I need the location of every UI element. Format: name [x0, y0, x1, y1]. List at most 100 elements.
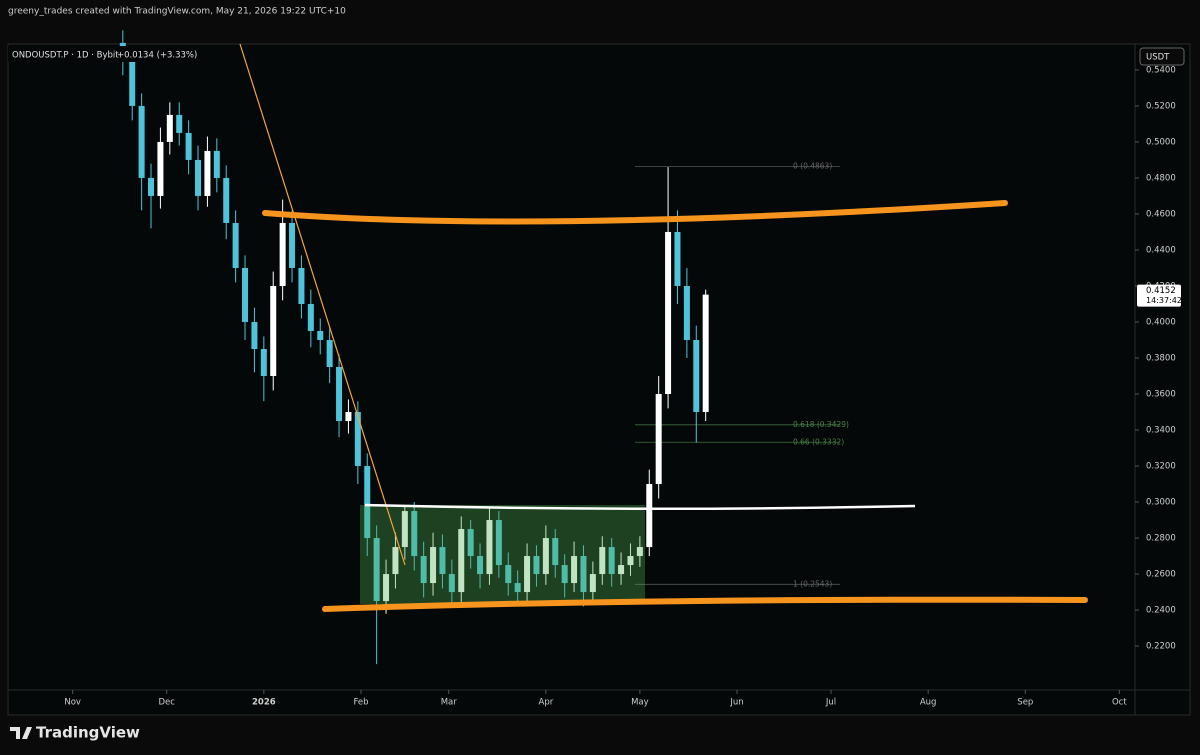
candle-body [542, 538, 549, 575]
resistance-line [262, 200, 1008, 225]
x-tick-label: Sep [1017, 698, 1033, 708]
candle-body [627, 556, 634, 566]
candle-body [204, 150, 211, 196]
candle-body [458, 529, 465, 593]
x-tick-label: Mar [441, 698, 458, 708]
caption: greeny_trades created with TradingView.c… [8, 7, 346, 17]
candle-body [571, 556, 578, 584]
x-tick-label: Apr [539, 698, 554, 708]
y-tick-label: 0.3000 [1146, 498, 1176, 508]
candle-body [242, 267, 249, 322]
candle-body [345, 412, 352, 422]
candle-body [260, 348, 267, 377]
y-tick-label: 0.2800 [1146, 534, 1176, 544]
candle-body [486, 520, 493, 575]
fib-label: 0.66 (0.3332) [793, 437, 844, 446]
candle-body [383, 574, 390, 602]
candle-body [646, 484, 653, 548]
candle-body [373, 538, 380, 602]
candle-body [307, 303, 314, 331]
y-tick-label: 0.3800 [1146, 353, 1176, 363]
y-tick-label: 0.4800 [1146, 173, 1176, 183]
y-tick-label: 0.4400 [1146, 245, 1176, 255]
y-tick-label: 0.2200 [1146, 642, 1176, 652]
candle-body [430, 547, 437, 584]
candle-body [289, 222, 296, 268]
candle-body [157, 141, 164, 196]
candle-body [448, 574, 455, 593]
candle-body [392, 547, 399, 575]
candle-body [693, 339, 700, 413]
x-tick-label: Aug [920, 698, 937, 708]
candle-body [702, 294, 709, 413]
candle-body [354, 412, 361, 467]
candle-body [665, 231, 672, 395]
y-tick-label: 0.2600 [1146, 570, 1176, 580]
y-tick-label: 0.3600 [1146, 390, 1176, 400]
candle-body [138, 105, 145, 178]
x-tick-label: Feb [353, 698, 368, 708]
trend-line [239, 43, 406, 566]
candle-body [524, 556, 531, 593]
x-tick-label: May [631, 698, 649, 708]
candle-body [213, 150, 220, 178]
y-tick-label: 0.4600 [1146, 209, 1176, 219]
candle-body [411, 511, 418, 557]
candle-body [176, 114, 183, 133]
y-tick-label: 0.2400 [1146, 606, 1176, 616]
candle-body [618, 565, 625, 575]
last-price: 0.4152 [1146, 286, 1176, 296]
x-tick-label: Jul [825, 698, 836, 708]
candle-body [232, 222, 239, 268]
brand: TradingView [36, 724, 140, 742]
currency: USDT [1146, 53, 1170, 63]
candle-body [279, 222, 286, 286]
candle-body [336, 367, 343, 422]
candle-body [251, 321, 258, 349]
x-tick-label: Nov [64, 698, 81, 708]
candle-body [674, 231, 681, 286]
candle-body [364, 466, 371, 539]
candle-body [561, 565, 568, 584]
candle-body [495, 520, 502, 566]
candle-body [608, 547, 615, 575]
last-price-box [1137, 284, 1181, 307]
y-tick-label: 0.5400 [1146, 65, 1176, 75]
candle-body [552, 538, 559, 566]
fib-label: 1 (0.2543) [793, 579, 832, 588]
fib-label: 0.618 (0.3429) [793, 420, 849, 429]
candle-body [185, 132, 192, 160]
symbol: ONDOUSDT.P · 1D · Bybit [12, 51, 119, 61]
candle-body [317, 330, 324, 340]
candle-body [148, 177, 155, 196]
candle-body [129, 60, 136, 106]
candle-body [420, 556, 427, 584]
footer-logo: TradingView [10, 724, 140, 742]
candle-body [505, 565, 512, 584]
candle-body [195, 159, 202, 196]
x-tick-label: Oct [1112, 698, 1127, 708]
y-tick-label: 0.5200 [1146, 101, 1176, 111]
candle-body [166, 114, 173, 142]
candle-body [589, 574, 596, 593]
currency-badge[interactable] [1139, 47, 1185, 66]
fib-label: 0 (0.4863) [793, 162, 832, 171]
candle-body [514, 583, 521, 593]
y-tick-label: 0.3400 [1146, 426, 1176, 436]
candle-body [401, 511, 408, 548]
candle-body [599, 547, 606, 575]
candle-body [636, 547, 643, 557]
x-tick-label: Jun [729, 698, 743, 708]
y-tick-label: 0.3200 [1146, 462, 1176, 472]
candle-body [439, 547, 446, 575]
x-tick-label: Dec [158, 698, 175, 708]
candle-body [467, 529, 474, 557]
candle-body [580, 556, 587, 593]
range-top-line [364, 503, 916, 511]
candle-body [298, 267, 305, 304]
drawings [239, 43, 1088, 612]
legend-bg [8, 46, 188, 62]
candle-body [655, 394, 662, 485]
